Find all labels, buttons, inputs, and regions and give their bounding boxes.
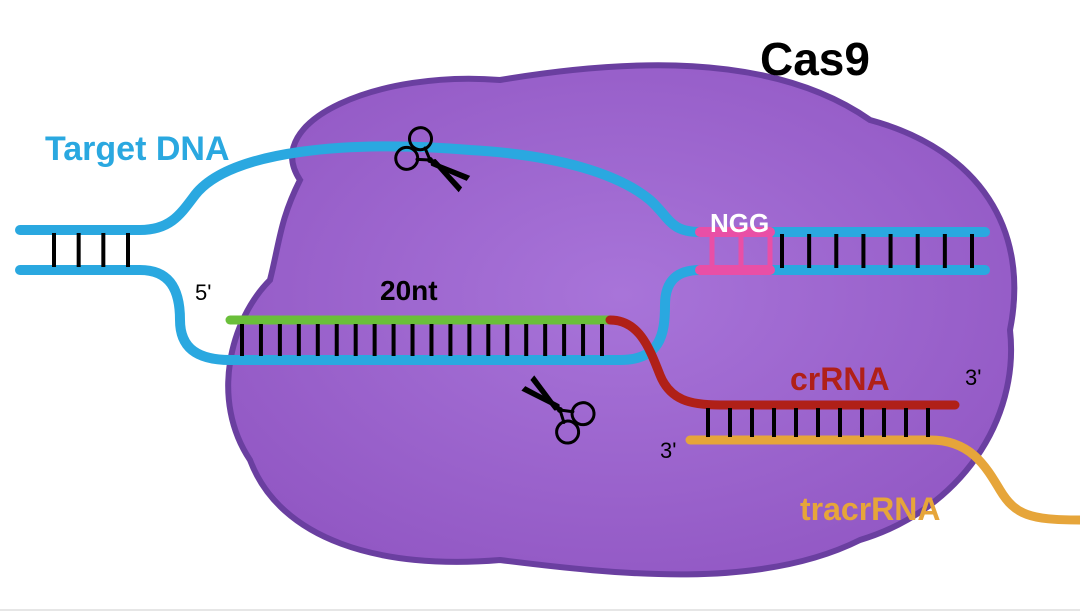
crispr-cas9-diagram: Cas9 Target DNA NGG crRNA tracrRNA 20nt … [0, 0, 1080, 612]
label-cas9: Cas9 [760, 33, 870, 85]
label-five-prime: 5' [195, 280, 211, 305]
label-crRNA: crRNA [790, 361, 890, 397]
label-20nt: 20nt [380, 275, 438, 306]
label-target-dna: Target DNA [45, 130, 230, 168]
label-tracrRNA: tracrRNA [800, 491, 940, 527]
label-pam-ngg: NGG [710, 208, 769, 238]
label-tracrRNA-3prime: 3' [660, 438, 676, 463]
dna-basepair-ticks-left [54, 233, 128, 267]
label-crRNA-3prime: 3' [965, 365, 981, 390]
